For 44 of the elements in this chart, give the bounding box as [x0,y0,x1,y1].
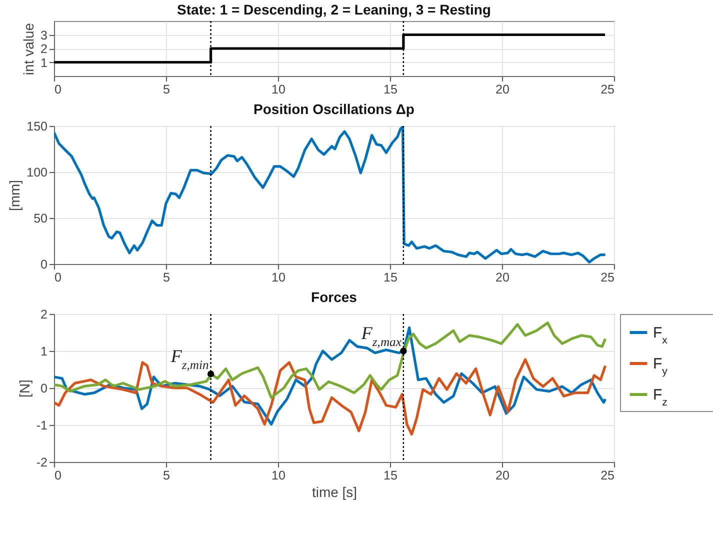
x-tick-label: 0 [54,468,62,482]
legend-label: F$_{x}$ [653,324,668,346]
y-tick-label: 2 [40,42,48,56]
x-tick-label: 25 [600,270,615,284]
y-axis-title: [mm] [6,180,23,212]
x-tick-label: 5 [163,468,170,482]
y-tick-label: 1 [40,344,48,358]
x-tick-label: 5 [163,270,170,284]
y-axis-title: int value [20,22,37,76]
x-tick-label: 20 [496,468,510,482]
chart-title: State: 1 = Descending, 2 = Leaning, 3 = Resting [177,1,491,18]
annotation: F$_{z,min}$ [170,346,209,372]
line-series [54,126,607,264]
y-tick-label: -1 [36,418,48,432]
x-tick-label: 10 [272,468,286,482]
x-axis-title: time [s] [312,484,358,500]
y-tick-label: 3 [40,28,48,42]
legend-label: F$_{y}$ [653,356,668,378]
x-tick-label: 20 [496,270,510,284]
annotation: F$_{z,max}$ [360,323,402,349]
x-tick-label: 15 [384,468,398,482]
x-tick-label: 10 [272,82,286,96]
x-tick-label: 0 [54,270,62,284]
y-tick-label: 0 [40,258,48,272]
x-tick-label: 25 [600,468,615,482]
y-tick-label: 50 [34,212,48,226]
y-tick-label: 1 [40,56,48,70]
x-tick-label: 10 [272,270,286,284]
x-tick-label: 20 [496,82,510,96]
x-tick-label: 5 [163,82,170,96]
chart-title: Forces [311,289,358,305]
y-tick-label: -2 [36,456,48,470]
line-series [54,322,607,399]
x-tick-label: 15 [384,82,398,96]
y-tick-label: 2 [40,308,48,322]
y-tick-label: 0 [40,382,48,396]
y-tick-label: 150 [26,120,48,134]
y-tick-label: 100 [26,166,48,180]
x-tick-label: 15 [384,270,398,284]
legend-label: F$_{z}$ [653,386,668,408]
x-tick-label: 25 [600,82,615,96]
x-tick-label: 0 [54,82,62,96]
chart-title: Position Oscillations Δp [254,101,414,117]
y-axis-title: [N] [16,380,32,398]
